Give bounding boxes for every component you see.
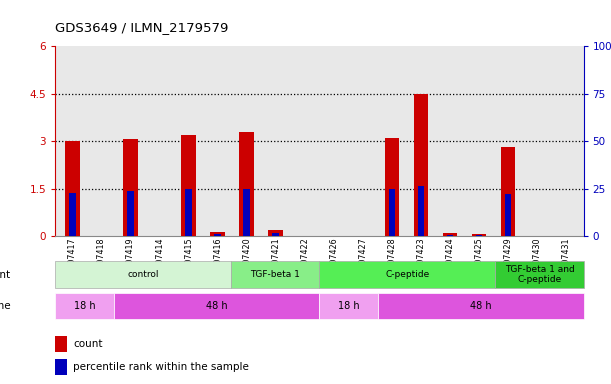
Text: C-peptide: C-peptide (385, 270, 430, 279)
Bar (65, 141, 79, 236)
Bar (384, 138, 399, 236)
Text: TGF-beta 1 and
C-peptide: TGF-beta 1 and C-peptide (505, 265, 574, 284)
Text: 18 h: 18 h (338, 301, 359, 311)
Bar (447, 235, 453, 236)
Bar (378, 293, 584, 319)
Bar (268, 230, 283, 236)
Text: count: count (73, 339, 103, 349)
Bar (243, 189, 250, 236)
Bar (185, 189, 192, 236)
Bar (240, 132, 254, 236)
Text: percentile rank within the sample: percentile rank within the sample (73, 362, 249, 372)
Bar (414, 94, 428, 236)
Bar (496, 261, 584, 288)
Text: time: time (0, 301, 11, 311)
Bar (320, 261, 496, 288)
Bar (114, 293, 319, 319)
Bar (55, 359, 67, 375)
Bar (389, 189, 395, 236)
Bar (214, 234, 221, 236)
Bar (501, 147, 515, 236)
Bar (123, 139, 137, 236)
Bar (273, 233, 279, 236)
Bar (320, 293, 378, 319)
Bar (505, 194, 511, 236)
Bar (231, 261, 319, 288)
Bar (210, 232, 225, 236)
Bar (55, 293, 114, 319)
Bar (476, 235, 482, 236)
Text: 48 h: 48 h (470, 301, 492, 311)
Text: GDS3649 / ILMN_2179579: GDS3649 / ILMN_2179579 (55, 21, 229, 34)
Text: 18 h: 18 h (73, 301, 95, 311)
Bar (442, 233, 457, 236)
Text: control: control (127, 270, 159, 279)
Text: TGF-beta 1: TGF-beta 1 (251, 270, 300, 279)
Bar (181, 136, 196, 236)
Bar (55, 261, 231, 288)
Bar (69, 194, 76, 236)
Bar (55, 336, 67, 352)
Text: 48 h: 48 h (206, 301, 227, 311)
Bar (472, 233, 486, 236)
Text: agent: agent (0, 270, 11, 280)
Bar (127, 190, 134, 236)
Bar (417, 186, 424, 236)
